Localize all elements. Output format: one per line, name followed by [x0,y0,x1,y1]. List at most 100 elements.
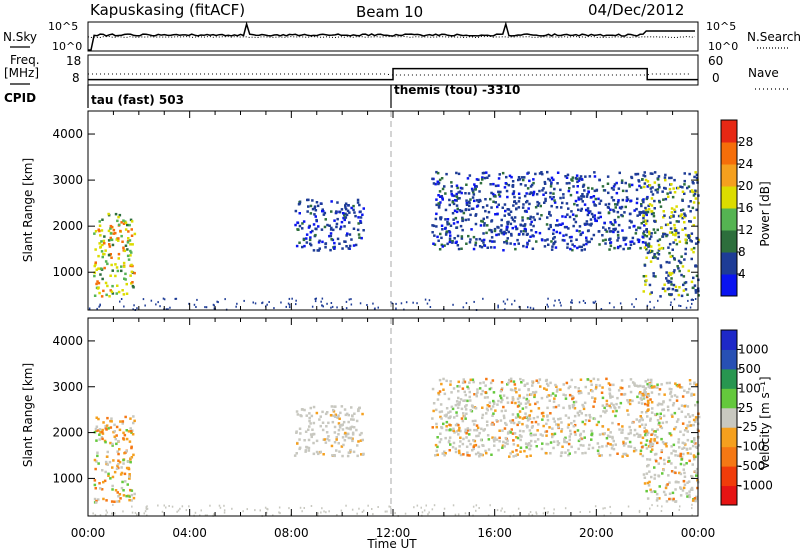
power-cell [117,215,120,219]
power-cell [106,284,109,288]
power-cell [593,175,597,178]
velocity-cell-near [111,512,113,515]
velocity-cell [577,447,580,451]
power-cell [526,187,530,190]
velocity-cell [608,388,612,392]
velocity-cell [579,434,582,437]
power-cell [543,180,547,184]
power-cell [601,239,605,242]
velocity-cell [582,444,585,447]
power-cell [660,246,664,250]
power-cell [521,206,525,209]
velocity-cell [501,446,504,449]
power-cell-near [400,302,403,305]
power-cell [458,209,462,212]
noise-right-tick-high: 10^5 [706,20,736,33]
velocity-cell-near [134,511,137,514]
power-cell [439,217,442,221]
velocity-cell [466,451,469,454]
velocity-cell [526,401,530,404]
velocity-cell-near [242,510,244,513]
velocity-cell [333,441,337,444]
velocity-cell [675,420,679,423]
velocity-cell [545,388,548,391]
power-cell [115,266,119,269]
power-cell [663,232,667,236]
power-cell [503,186,507,189]
power-cell [662,210,665,213]
power-cell-near [119,300,121,303]
power-cell [608,238,611,241]
power-cell [94,263,97,266]
power-swatch-5 [721,164,737,187]
power-cell [469,198,472,201]
power-cell [665,260,668,264]
velocity-cell [611,444,614,447]
velocity-cell-near [691,503,693,506]
power-cell [586,213,590,217]
velocity-cell [662,490,666,494]
power-cell [455,240,458,244]
power-cell [625,189,628,193]
velocity-cell [481,413,485,417]
velocity-cell [474,452,478,456]
power-cell [526,243,529,246]
velocity-cell [564,394,567,397]
power-cell [505,175,508,179]
power-cell [344,207,348,211]
power-cell [580,249,584,252]
velocity-cell [499,419,503,422]
velocity-cell-near [136,513,138,516]
power-cell [602,226,605,229]
power-cell [448,231,452,234]
power-cell [493,229,497,233]
power-cell [677,214,681,218]
power-cell [474,222,478,226]
power-cell [443,244,446,247]
velocity-cell-near [105,509,107,512]
velocity-cell-near [171,505,174,508]
velocity-swatch-6 [721,368,737,389]
power-cell [648,230,651,234]
velocity-cell [547,384,550,387]
power-cell [684,238,687,241]
velocity-cell [516,397,520,401]
velocity-cell [117,495,120,498]
power-cell [590,237,593,241]
velocity-cell [545,430,549,433]
velocity-cell-near [579,511,581,513]
velocity-cell [598,454,601,457]
power-cell [576,204,579,207]
power-cell [621,189,625,193]
velocity-cell [667,474,670,477]
power-cell [353,211,356,214]
power-cell [656,257,660,260]
velocity-cell [351,415,354,418]
velocity-cell [511,450,514,454]
power-cell [663,289,667,293]
power-cell [683,258,686,261]
power-cell [511,180,515,183]
power-cell [450,185,453,188]
power-cell [482,232,485,235]
power-cell [541,238,544,242]
power-cell [636,197,639,201]
velocity-cell [695,418,698,421]
power-cell [352,244,356,247]
power-cell [689,239,692,242]
power-cell [333,246,336,250]
velocity-cell [691,414,695,417]
power-cell [506,208,509,211]
power-cell [550,182,553,186]
power-cell [519,183,523,186]
power-cell [580,197,583,201]
velocity-cell-near [188,505,190,508]
velocity-cell [671,491,675,495]
power-cell [533,218,536,222]
velocity-cell [504,409,507,412]
power-cell [594,219,597,222]
velocity-cell [641,454,645,458]
velocity-cell [688,493,691,496]
power-cell [111,284,114,288]
power-cell [335,222,339,226]
